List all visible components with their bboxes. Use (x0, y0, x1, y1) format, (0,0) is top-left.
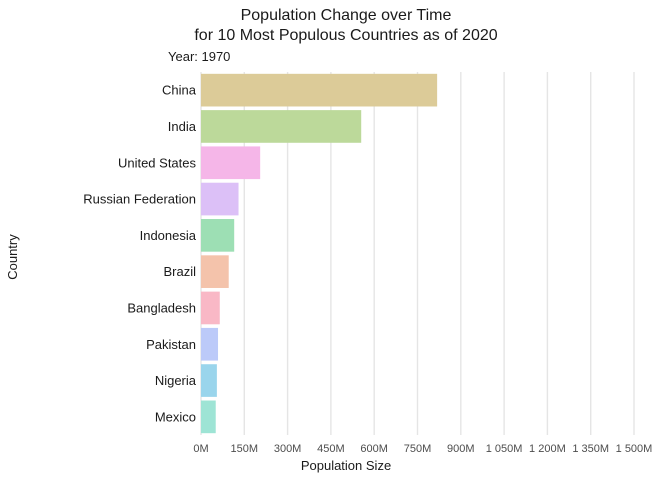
category-label: Mexico (155, 409, 196, 424)
x-tick-labels: 0M 150M 300M 450M 600M 750M 900M 1 050M 1 200M 1 … (193, 443, 652, 455)
y-axis-title: Country (5, 234, 20, 280)
category-label: India (168, 119, 197, 134)
x-tick-label: 300M (274, 443, 302, 455)
category-label: Brazil (163, 264, 196, 279)
category-label: Russian Federation (83, 192, 196, 207)
bar-mexico (201, 400, 216, 434)
chart-subtitle: Year: 1970 (168, 49, 230, 64)
category-label: Indonesia (140, 228, 197, 243)
x-tick-label: 1 200M (529, 443, 566, 455)
bar-russian-federation (201, 182, 239, 216)
x-tick-label: 750M (404, 443, 432, 455)
x-axis-title: Population Size (301, 458, 391, 473)
x-tick-label: 150M (231, 443, 259, 455)
x-tick-label: 1 350M (572, 443, 609, 455)
category-label: United States (118, 155, 197, 170)
x-tick-label: 0M (193, 443, 208, 455)
category-label: Pakistan (146, 337, 196, 352)
bar-united-states (201, 146, 261, 180)
bar-brazil (201, 255, 229, 288)
category-labels: China India United States Russian Federatio… (83, 83, 197, 425)
chart-title-line1: Population Change over Time (241, 7, 452, 24)
bar-indonesia (201, 219, 235, 252)
category-label: Bangladesh (127, 300, 196, 315)
category-label: China (162, 83, 197, 98)
chart-title-line2: for 10 Most Populous Countries as of 202… (194, 27, 497, 44)
bars (201, 73, 438, 434)
x-tick-label: 1 050M (486, 443, 523, 455)
bar-bangladesh (201, 291, 220, 325)
bar-india (201, 110, 362, 143)
bar-nigeria (201, 364, 217, 397)
category-label: Nigeria (155, 373, 197, 388)
bar-china (201, 73, 438, 107)
x-tick-label: 1 500M (616, 443, 653, 455)
x-tick-label: 450M (317, 443, 345, 455)
bar-pakistan (201, 327, 219, 361)
x-tick-label: 600M (360, 443, 388, 455)
x-tick-label: 900M (447, 443, 475, 455)
